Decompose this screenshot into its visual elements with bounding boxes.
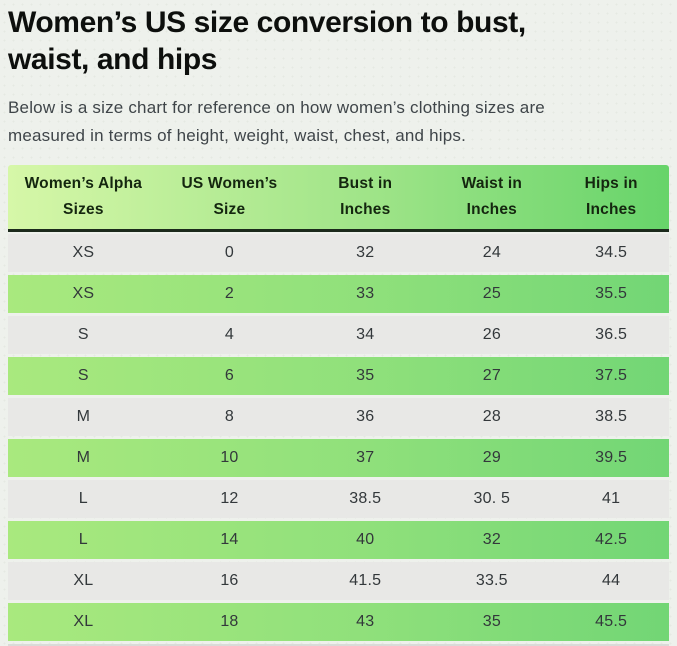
cell-waist-inches: 32 — [482, 531, 501, 548]
column-header-bust: Bust in Inches — [300, 171, 430, 223]
clipped-next-row — [8, 644, 669, 646]
column-header-alpha-sizes: Women’s Alpha Sizes — [8, 171, 159, 223]
table-row: S 6 35 27 37.5 — [8, 357, 669, 395]
cell-bust-inches: 38.5 — [349, 490, 382, 507]
cell-alpha-size: XS — [72, 244, 95, 261]
column-header-line: Size — [213, 201, 246, 218]
cell-bust-inches: 34 — [356, 326, 375, 343]
table-row: L 12 38.5 30. 5 41 — [8, 480, 669, 518]
cell-us-size: 2 — [224, 285, 234, 302]
intro-text: Below is a size chart for reference on h… — [8, 94, 669, 150]
page-title: Women’s US size conversion to bust, wais… — [8, 4, 669, 78]
cell-alpha-size: L — [78, 490, 88, 507]
column-header-line: Hips in — [584, 175, 638, 192]
cell-hips-inches: 34.5 — [595, 244, 628, 261]
cell-hips-inches: 42.5 — [595, 531, 628, 548]
table-row: M 10 37 29 39.5 — [8, 439, 669, 477]
cell-us-size: 4 — [224, 326, 234, 343]
cell-us-size: 6 — [224, 367, 234, 384]
cell-waist-inches: 26 — [482, 326, 501, 343]
cell-alpha-size: XL — [73, 613, 94, 630]
cell-bust-inches: 33 — [356, 285, 375, 302]
column-header-line: US Women’s — [181, 175, 278, 192]
table-row: XS 2 33 25 35.5 — [8, 275, 669, 313]
column-header-waist: Waist in Inches — [430, 171, 553, 223]
cell-alpha-size: M — [76, 449, 91, 466]
cell-hips-inches: 41 — [602, 490, 621, 507]
cell-bust-inches: 32 — [356, 244, 375, 261]
table-row: XL 16 41.5 33.5 44 — [8, 562, 669, 600]
column-header-line: Bust in — [338, 175, 393, 192]
cell-hips-inches: 37.5 — [595, 367, 628, 384]
column-header-line: Inches — [585, 201, 637, 218]
cell-waist-inches: 28 — [482, 408, 501, 425]
cell-waist-inches: 35 — [482, 613, 501, 630]
cell-alpha-size: XS — [72, 285, 95, 302]
cell-waist-inches: 25 — [482, 285, 501, 302]
cell-waist-inches: 29 — [482, 449, 501, 466]
cell-waist-inches: 24 — [482, 244, 501, 261]
cell-hips-inches: 35.5 — [595, 285, 628, 302]
table-row: S 4 34 26 36.5 — [8, 316, 669, 354]
cell-alpha-size: L — [78, 531, 88, 548]
column-header-line: Sizes — [63, 201, 104, 218]
page-title-line-2: waist, and hips — [8, 43, 218, 76]
column-header-hips: Hips in Inches — [553, 171, 669, 223]
page-title-line-1: Women’s US size conversion to bust, — [8, 6, 526, 39]
cell-bust-inches: 43 — [356, 613, 375, 630]
cell-hips-inches: 38.5 — [595, 408, 628, 425]
cell-hips-inches: 44 — [602, 572, 621, 589]
cell-us-size: 8 — [224, 408, 234, 425]
table-header-divider — [8, 229, 669, 232]
cell-hips-inches: 39.5 — [595, 449, 628, 466]
cell-us-size: 0 — [224, 244, 234, 261]
column-header-line: Inches — [340, 201, 391, 218]
cell-us-size: 12 — [220, 490, 239, 507]
cell-waist-inches: 30. 5 — [473, 490, 511, 507]
cell-bust-inches: 37 — [356, 449, 375, 466]
table-row: L 14 40 32 42.5 — [8, 521, 669, 559]
column-header-line: Waist in — [461, 175, 523, 192]
cell-us-size: 18 — [220, 613, 239, 630]
size-conversion-table: Women’s Alpha Sizes US Women’s Size Bust… — [8, 165, 669, 646]
intro-line-1: Below is a size chart for reference on h… — [8, 98, 545, 117]
cell-alpha-size: XL — [73, 572, 94, 589]
column-header-line: Women’s Alpha — [24, 175, 143, 192]
table-header-row: Women’s Alpha Sizes US Women’s Size Bust… — [8, 165, 669, 229]
table-body: XS 0 32 24 34.5 XS 2 33 25 35.5 S 4 34 26 36.5 S 6 35 27 37… — [8, 232, 669, 641]
table-row: XL 18 43 35 45.5 — [8, 603, 669, 641]
cell-us-size: 16 — [220, 572, 239, 589]
intro-line-2: measured in terms of height, weight, wai… — [8, 126, 467, 145]
cell-hips-inches: 36.5 — [595, 326, 628, 343]
cell-waist-inches: 27 — [482, 367, 501, 384]
cell-us-size: 10 — [220, 449, 239, 466]
cell-bust-inches: 36 — [356, 408, 375, 425]
cell-bust-inches: 35 — [356, 367, 375, 384]
cell-hips-inches: 45.5 — [595, 613, 628, 630]
cell-waist-inches: 33.5 — [475, 572, 508, 589]
cell-alpha-size: M — [76, 408, 91, 425]
cell-alpha-size: S — [77, 326, 89, 343]
cell-bust-inches: 40 — [356, 531, 375, 548]
cell-us-size: 14 — [220, 531, 239, 548]
column-header-line: Inches — [466, 201, 517, 218]
cell-bust-inches: 41.5 — [349, 572, 382, 589]
table-row: XS 0 32 24 34.5 — [8, 234, 669, 272]
cell-alpha-size: S — [77, 367, 89, 384]
column-header-us-size: US Women’s Size — [159, 171, 300, 223]
table-row: M 8 36 28 38.5 — [8, 398, 669, 436]
